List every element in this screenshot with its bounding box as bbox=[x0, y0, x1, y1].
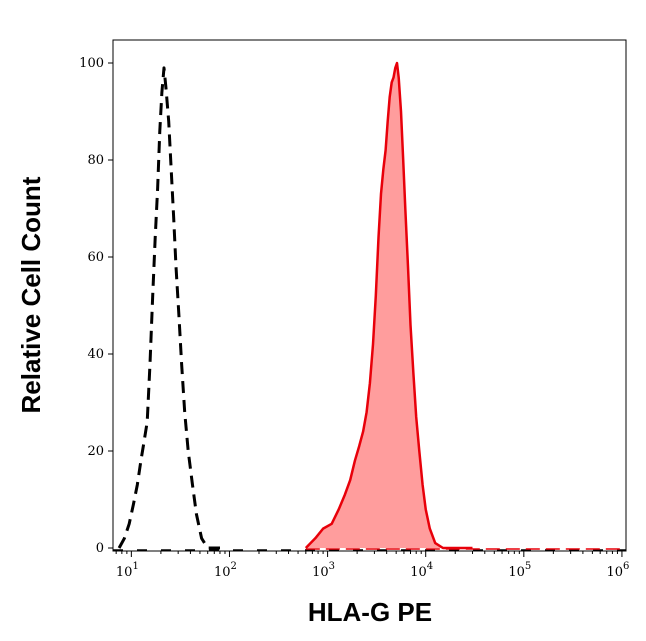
y-tick-label: 40 bbox=[87, 347, 104, 362]
x-tick-label: 106 bbox=[606, 561, 629, 580]
control-series-line bbox=[117, 66, 220, 550]
x-tick-label: 103 bbox=[312, 561, 335, 580]
plot-frame bbox=[112, 39, 627, 552]
y-tick-label: 60 bbox=[87, 250, 104, 265]
y-tick-label: 100 bbox=[79, 56, 104, 71]
x-tick-label: 105 bbox=[508, 561, 531, 580]
x-axis-title: HLA-G PE bbox=[308, 597, 432, 627]
y-axis-title: Relative Cell Count bbox=[16, 176, 46, 413]
stained-series-line bbox=[304, 61, 473, 550]
axis-layer: 0 20 40 60 80 100 101 102 103 104 105 106 bbox=[79, 56, 629, 580]
x-tick-label: 104 bbox=[410, 561, 433, 580]
y-tick-label: 80 bbox=[87, 153, 104, 168]
series-layer bbox=[113, 61, 626, 551]
x-tick-label: 101 bbox=[116, 561, 139, 580]
series-area-fill bbox=[305, 63, 473, 548]
y-tick-label: 0 bbox=[96, 541, 104, 556]
y-tick-label: 20 bbox=[87, 444, 104, 459]
x-tick-label: 102 bbox=[214, 561, 237, 580]
